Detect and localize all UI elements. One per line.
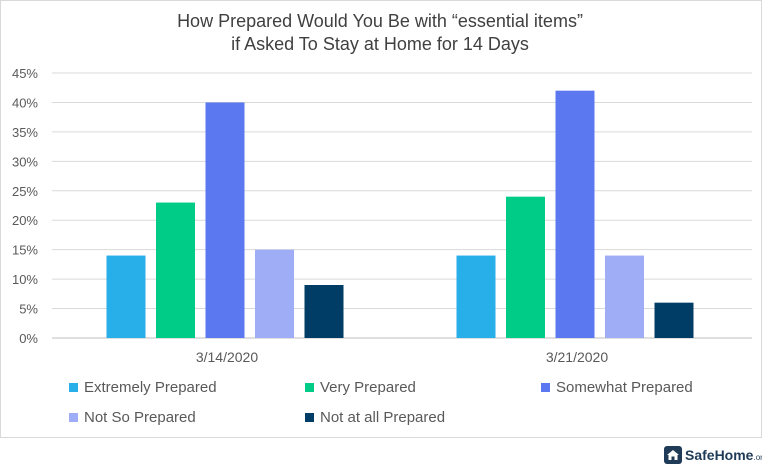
bar (506, 196, 545, 338)
bar-chart: 0% 5% 10% 15% 20% 25% 30% 35% 40% 45% 3/14/2020 3/2… (12, 66, 752, 365)
y-tick-label: 40% (12, 95, 38, 110)
y-tick-label: 45% (12, 66, 38, 81)
y-tick-label: 0% (19, 331, 38, 346)
bar (456, 255, 496, 338)
house-icon (664, 446, 682, 464)
y-tick-label: 5% (19, 302, 38, 317)
bar (156, 202, 195, 338)
y-tick-label: 35% (12, 125, 38, 140)
bar (555, 90, 595, 339)
chart-title-line-1: How Prepared Would You Be with “essentia… (177, 11, 583, 31)
y-tick-label: 30% (12, 154, 38, 169)
x-tick-label: 3/21/2020 (546, 349, 608, 365)
bar (605, 255, 644, 338)
y-tick-label: 25% (12, 184, 38, 199)
y-tick-label: 10% (12, 272, 38, 287)
bar (654, 302, 694, 338)
x-tick-label: 3/14/2020 (196, 349, 258, 365)
chart-title-line-2: if Asked To Stay at Home for 14 Days (231, 34, 529, 54)
y-tick-label: 20% (12, 213, 38, 228)
brand-name: SafeHome.org (685, 447, 762, 463)
chart-title: How Prepared Would You Be with “essentia… (0, 10, 760, 56)
bar (304, 285, 344, 338)
brand-logo: SafeHome.org (664, 446, 762, 464)
bar (106, 255, 146, 338)
bar (255, 249, 294, 338)
y-tick-label: 15% (12, 243, 38, 258)
bar (205, 102, 245, 338)
